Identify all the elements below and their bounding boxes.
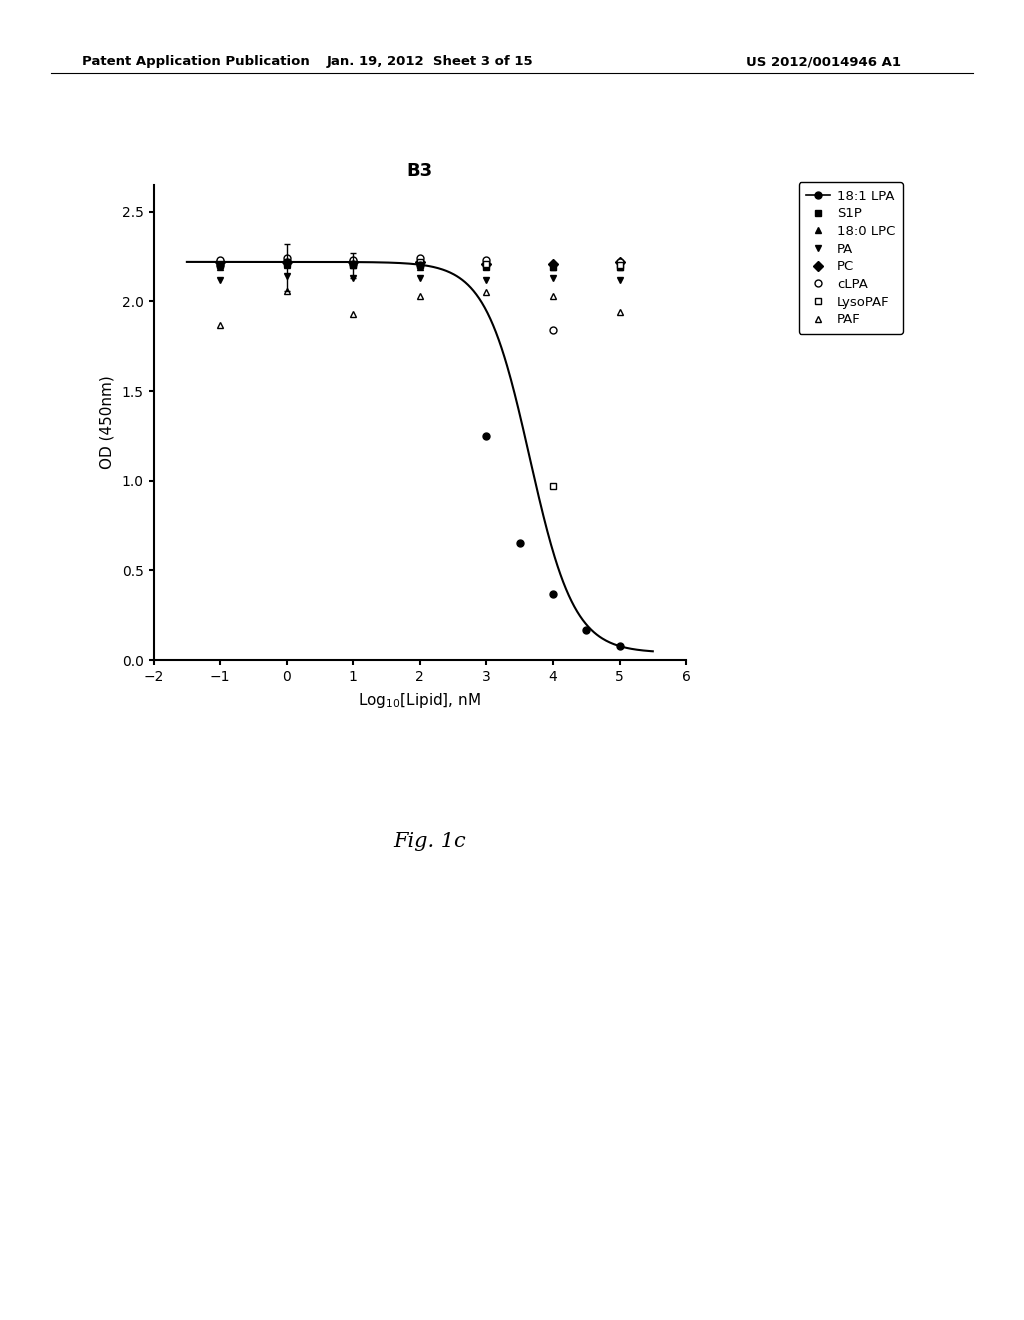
Legend: 18:1 LPA, S1P, 18:0 LPC, PA, PC, cLPA, LysoPAF, PAF: 18:1 LPA, S1P, 18:0 LPC, PA, PC, cLPA, L… bbox=[799, 182, 903, 334]
Text: Patent Application Publication: Patent Application Publication bbox=[82, 55, 309, 69]
X-axis label: Log$_{10}$[Lipid], nM: Log$_{10}$[Lipid], nM bbox=[358, 690, 481, 710]
Text: Fig. 1c: Fig. 1c bbox=[393, 832, 467, 850]
Title: B3: B3 bbox=[407, 162, 433, 181]
Text: US 2012/0014946 A1: US 2012/0014946 A1 bbox=[746, 55, 901, 69]
Y-axis label: OD (450nm): OD (450nm) bbox=[100, 375, 115, 470]
Text: Jan. 19, 2012  Sheet 3 of 15: Jan. 19, 2012 Sheet 3 of 15 bbox=[327, 55, 534, 69]
